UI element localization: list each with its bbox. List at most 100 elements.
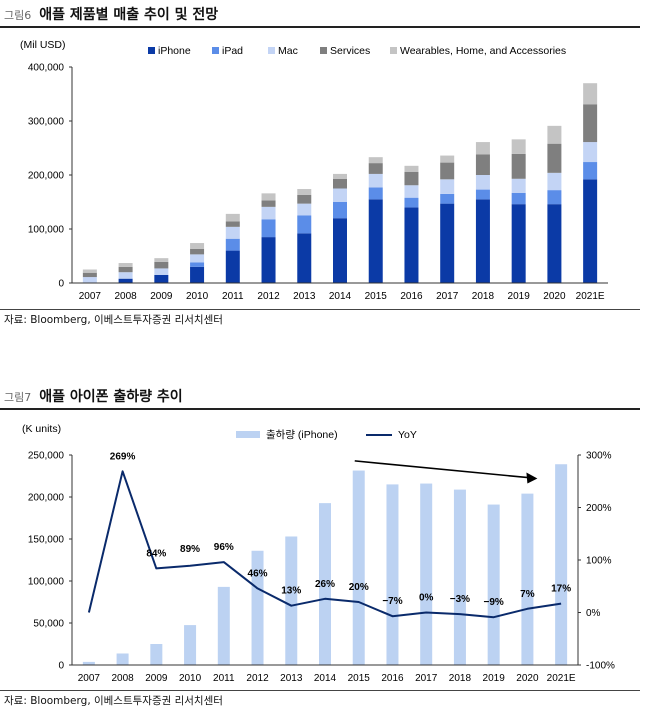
figure7-top-rule — [0, 408, 640, 410]
revenue-stacked-bar-chart: (Mil USD) iPhone iPad Mac Services Wearables,… — [20, 39, 608, 302]
bar-iphone-2015 — [368, 199, 383, 283]
bar-shipments-2017 — [420, 483, 433, 665]
x-tick-label: 2016 — [400, 291, 423, 302]
bar-shipments-2013 — [285, 536, 298, 665]
figure6-title: 애플 제품별 매출 추이 및 전망 — [39, 7, 219, 23]
bar-ipad-2012 — [261, 219, 276, 238]
bar-services-2016 — [404, 171, 419, 186]
bar-shipments-2010 — [184, 625, 197, 665]
legend-label-yoy: YoY — [398, 429, 417, 441]
bar-wearables-home-and-accessories-2009 — [154, 258, 169, 262]
yoy-data-label-2012: 46% — [248, 568, 268, 579]
legend-swatch-mac — [268, 47, 275, 54]
x-tick-label: 2021E — [547, 673, 576, 684]
y-tick-label: 200,000 — [28, 171, 65, 182]
bar-ipad-2016 — [404, 197, 419, 208]
bar-mac-2008 — [118, 272, 133, 279]
y-tick-label: 0 — [58, 661, 64, 672]
figure7-number: 그림7 — [4, 391, 32, 404]
bar-services-2021E — [583, 104, 598, 143]
bar-wearables-home-and-accessories-2015 — [368, 157, 383, 164]
x-tick-label: 2011 — [222, 291, 244, 302]
bar-mac-2015 — [368, 173, 383, 188]
x-tick-label: 2008 — [114, 291, 137, 302]
yoy-data-label-2010: 89% — [180, 544, 200, 555]
bar-ipad-2011 — [225, 238, 240, 251]
y2-tick-label: 300% — [586, 451, 612, 462]
legend-label-wearables-home-and-accessories: Wearables, Home, and Accessories — [400, 45, 566, 57]
yoy-data-label-2018: −3% — [450, 594, 470, 605]
x-tick-label: 2014 — [329, 291, 352, 302]
bar-mac-2007 — [82, 277, 97, 283]
yoy-data-label-2015: 20% — [349, 582, 369, 593]
legend-swatch-wearables-home-and-accessories — [390, 47, 397, 54]
legend-swatch-iphone — [148, 47, 155, 54]
x-tick-label: 2010 — [179, 673, 202, 684]
bar-wearables-home-and-accessories-2016 — [404, 165, 419, 172]
figure7-header: 그림7 애플 아이폰 출하량 추이 — [4, 386, 183, 406]
x-tick-label: 2012 — [257, 291, 280, 302]
yoy-data-label-2021E: 17% — [551, 584, 571, 595]
figure6-top-rule — [0, 26, 640, 28]
x-tick-label: 2015 — [365, 291, 388, 302]
yoy-data-label-2017: 0% — [419, 593, 434, 604]
x-tick-label: 2018 — [472, 291, 495, 302]
bar-services-2017 — [440, 162, 455, 180]
bar-mac-2021E — [583, 142, 598, 163]
x-tick-label: 2010 — [186, 291, 209, 302]
legend-swatch-services — [320, 47, 327, 54]
yoy-data-label-2011: 96% — [214, 542, 234, 553]
legend-swatch-shipments — [236, 431, 260, 438]
x-tick-label: 2019 — [483, 673, 506, 684]
y-tick-label: 50,000 — [33, 619, 64, 630]
bar-shipments-2007 — [82, 661, 95, 665]
bar-shipments-2014 — [319, 503, 331, 665]
y-axis-label: (Mil USD) — [20, 39, 66, 51]
figure6-bottom-rule — [0, 309, 640, 310]
bar-shipments-2020 — [521, 493, 534, 665]
bar-iphone-2019 — [511, 204, 526, 283]
bar-mac-2009 — [154, 268, 169, 275]
bar-wearables-home-and-accessories-2013 — [297, 189, 312, 195]
yoy-line — [87, 470, 562, 619]
x-tick-label: 2018 — [449, 673, 472, 684]
bar-mac-2019 — [511, 178, 526, 193]
x-tick-label: 2013 — [293, 291, 316, 302]
x-tick-label: 2020 — [543, 291, 566, 302]
bar-ipad-2018 — [475, 189, 490, 200]
bar-ipad-2013 — [297, 215, 312, 234]
y-tick-label: 100,000 — [28, 225, 65, 236]
bar-iphone-2018 — [475, 199, 490, 283]
x-tick-label: 2009 — [145, 673, 168, 684]
bar-shipments-2012 — [251, 550, 264, 665]
bar-ipad-2014 — [333, 202, 347, 219]
y2-tick-label: 100% — [586, 556, 612, 567]
bar-services-2013 — [297, 194, 312, 204]
bar-services-2019 — [511, 153, 526, 179]
y2-tick-label: 200% — [586, 503, 612, 514]
yoy-data-label-2019: −9% — [484, 597, 504, 608]
figure6-header: 그림6 애플 제품별 매출 추이 및 전망 — [4, 4, 218, 24]
bar-wearables-home-and-accessories-2014 — [333, 173, 347, 179]
bar-shipments-2015 — [352, 470, 365, 665]
bar-iphone-2011 — [225, 250, 240, 283]
x-tick-label: 2012 — [246, 673, 269, 684]
bar-ipad-2015 — [368, 187, 383, 200]
bar-mac-2018 — [475, 175, 490, 190]
bar-wearables-home-and-accessories-2017 — [440, 155, 455, 163]
x-tick-label: 2013 — [280, 673, 303, 684]
bar-shipments-2021E — [555, 464, 568, 665]
bar-iphone-2020 — [547, 204, 562, 283]
y-axis-label: (K units) — [22, 423, 61, 435]
figure6-source: 자료: Bloomberg, 이베스트투자증권 리서치센터 — [4, 314, 223, 326]
y-tick-label: 200,000 — [28, 493, 65, 504]
y2-tick-label: 0% — [586, 608, 601, 619]
bar-services-2008 — [118, 266, 133, 273]
x-tick-label: 2007 — [79, 291, 102, 302]
bar-ipad-2017 — [440, 193, 455, 204]
x-tick-label: 2015 — [348, 673, 371, 684]
yoy-data-label-2016: −7% — [382, 596, 402, 607]
bar-iphone-2014 — [333, 218, 347, 283]
bar-services-2018 — [475, 154, 490, 175]
bar-wearables-home-and-accessories-2021E — [583, 83, 598, 105]
